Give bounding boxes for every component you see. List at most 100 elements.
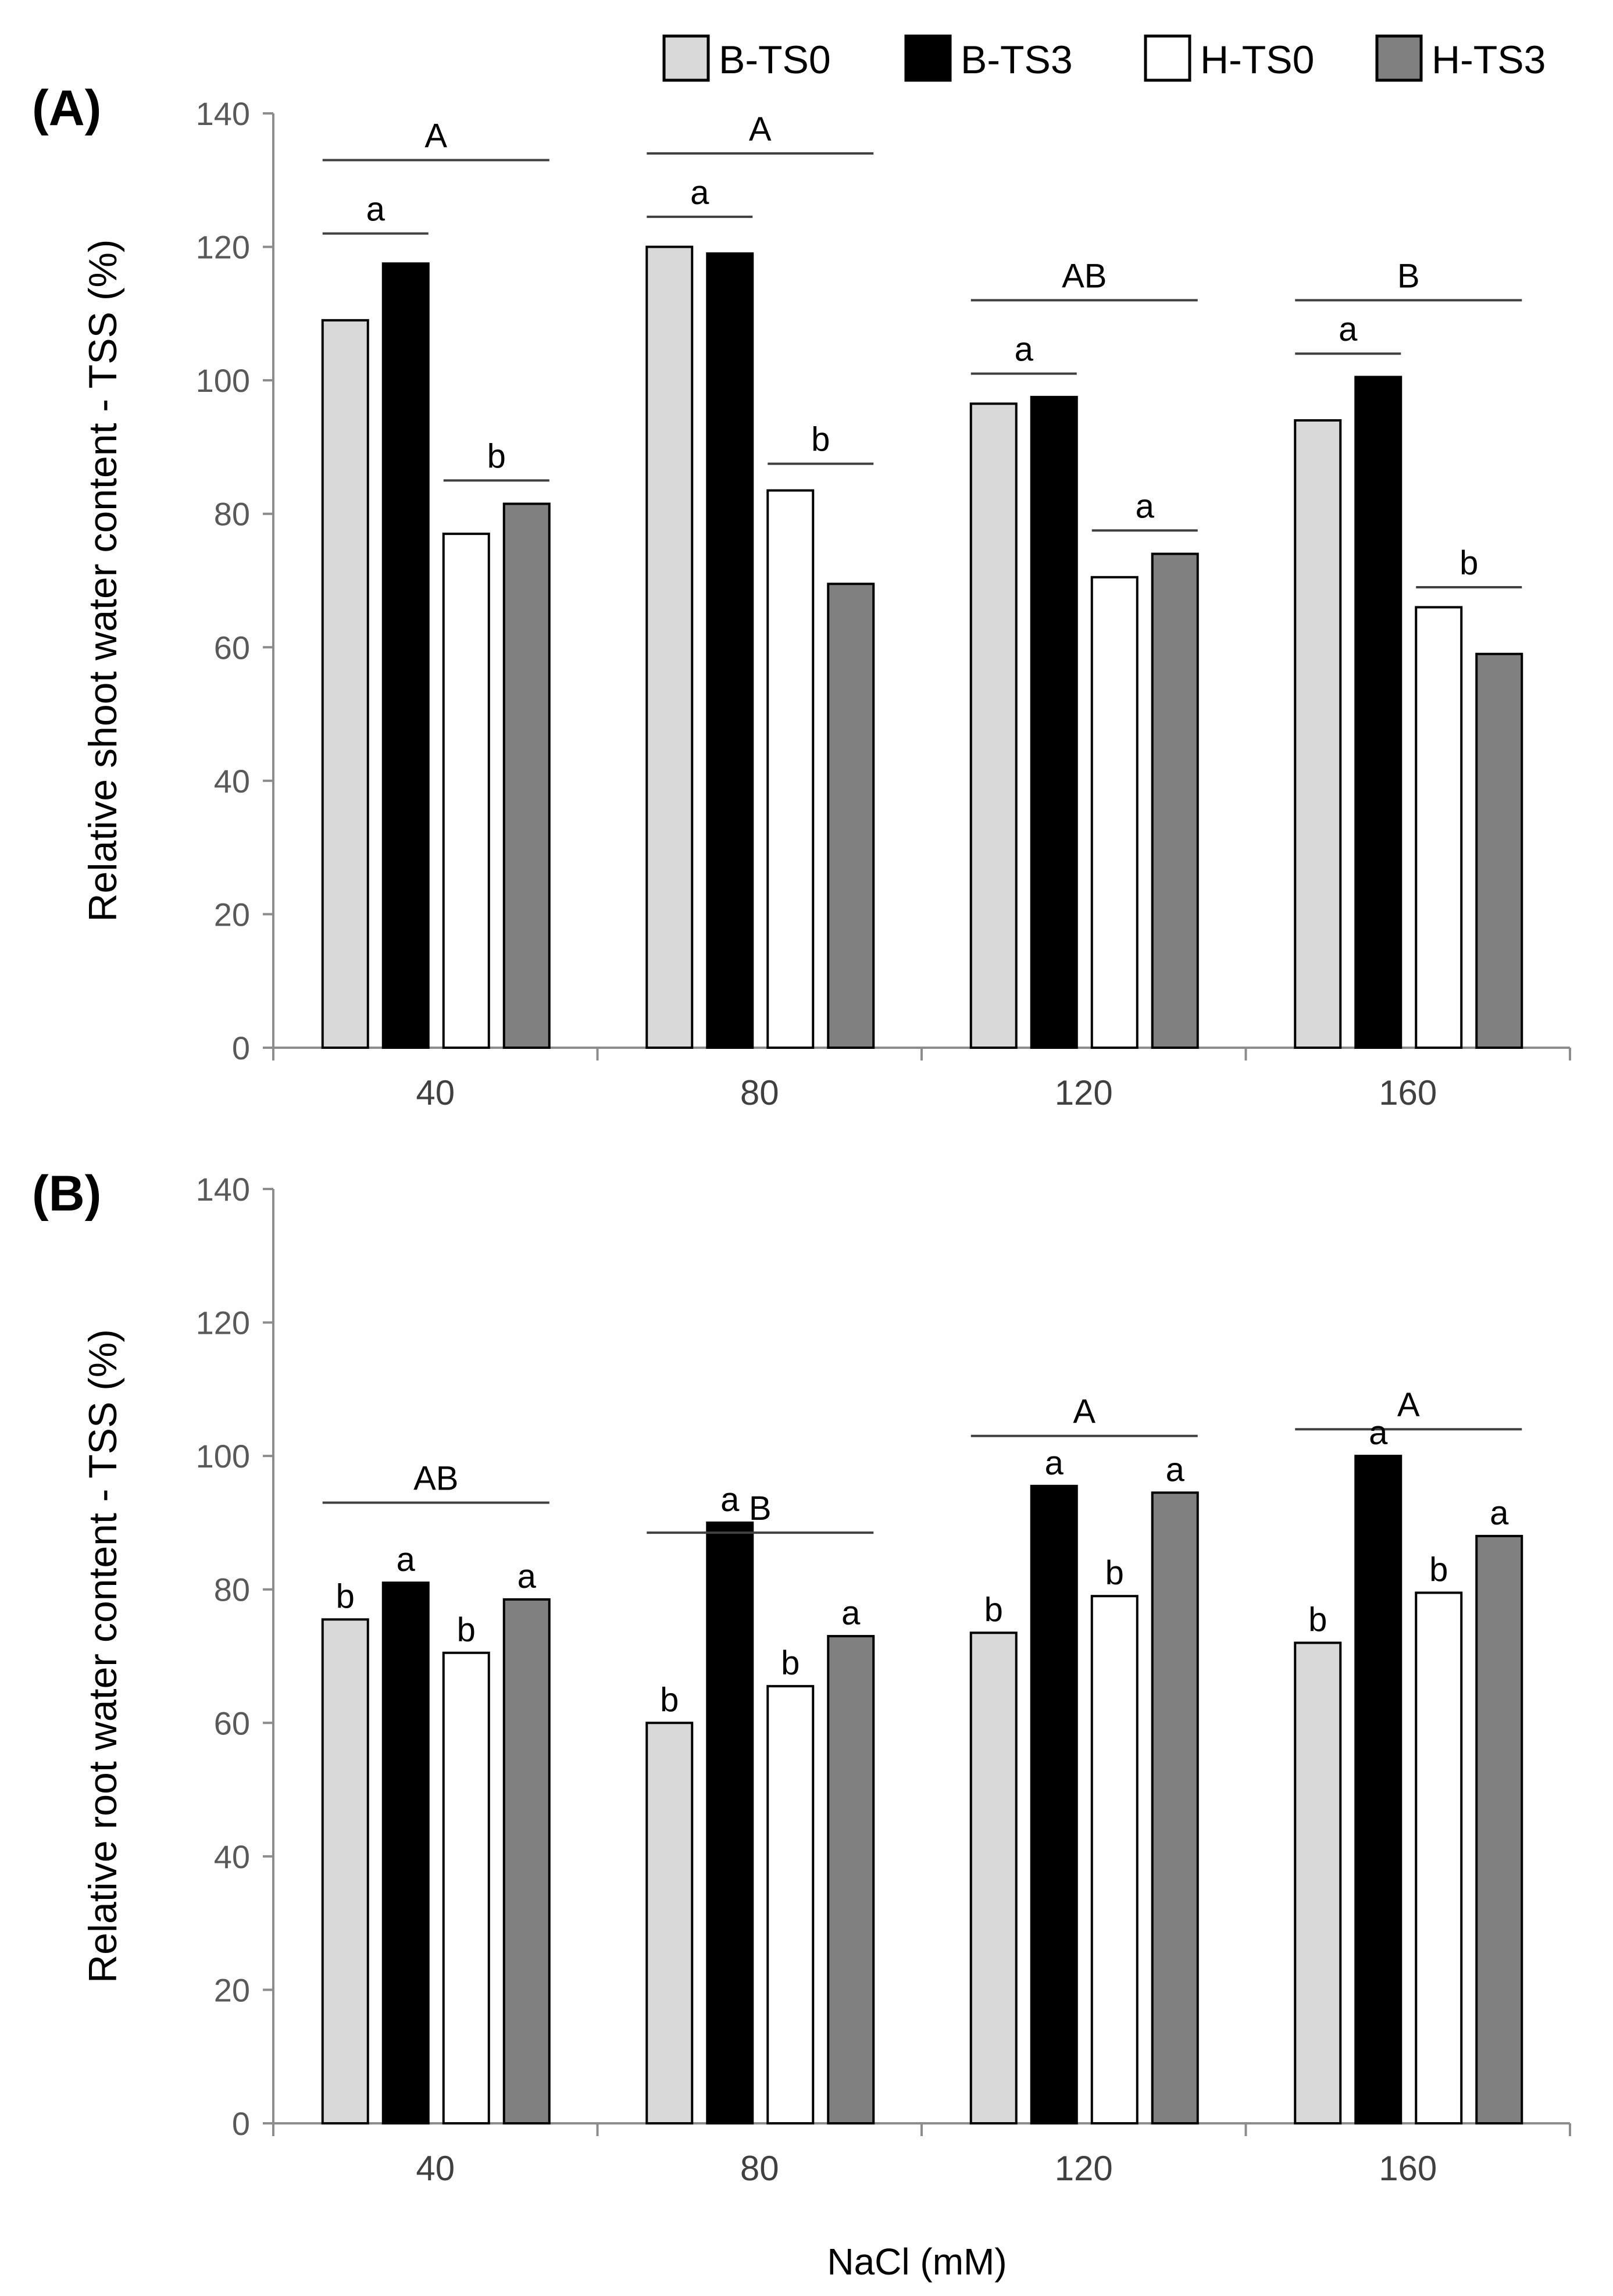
bar-b-h-ts3-160 [1475, 1534, 1523, 2124]
bar-letter-b-b-ts3-40: a [397, 1541, 416, 1579]
bar-b-b-ts0-80 [645, 1722, 694, 2124]
y-tick-label-b-140: 140 [196, 1171, 250, 1208]
y-tick-label-a-100: 100 [196, 362, 250, 399]
bar-b-h-ts3-40 [502, 1598, 551, 2124]
panel-a: (A) 0 20 40 60 80 100 120 140 40 80 120 160 Relative … [32, 80, 1571, 1112]
bar-a-b-ts0-160 [1294, 419, 1342, 1049]
legend-label-h-ts3: H-TS3 [1432, 38, 1546, 82]
bar-letter-b-h-ts0-120: b [1105, 1554, 1124, 1592]
bar-a-h-ts3-160 [1475, 652, 1523, 1049]
bar-letter-b-h-ts3-160: a [1490, 1494, 1509, 1532]
bar-letter-b-b-ts3-160: a [1369, 1414, 1388, 1452]
bar-letter-b-b-ts0-120: b [984, 1591, 1003, 1629]
bar-letter-b-b-ts3-120: a [1045, 1444, 1064, 1482]
bar-a-h-ts3-80 [827, 583, 875, 1049]
pair-letter-a-120-b: a [1015, 331, 1034, 369]
bar-letter-b-h-ts0-80: b [781, 1644, 800, 1682]
panel-b: (B) 0 20 40 60 80 100 120 140 40 80 120 160 Relative … [32, 1166, 1571, 2188]
group-letter-a-40: A [424, 117, 447, 155]
y-tick-label-a-60: 60 [214, 629, 250, 666]
y-tick-label-a-0: 0 [232, 1030, 250, 1066]
bar-letter-b-h-ts0-40: b [457, 1611, 476, 1649]
bar-a-h-ts0-160 [1415, 606, 1463, 1049]
bar-letter-b-h-ts3-120: a [1166, 1451, 1185, 1488]
legend-label-b-ts0: B-TS0 [719, 38, 831, 82]
x-tick-label-b-40: 40 [416, 2149, 455, 2188]
pair-letter-a-80-b: a [690, 174, 709, 212]
bar-a-h-ts0-80 [766, 489, 815, 1049]
x-tick-label-a-80: 80 [740, 1073, 779, 1112]
pair-letter-a-80-h: b [811, 421, 830, 459]
y-tick-label-a-20: 20 [214, 896, 250, 933]
y-tick-label-a-40: 40 [214, 763, 250, 799]
bar-letter-b-b-ts0-80: b [660, 1681, 679, 1719]
pair-letter-a-120-h: a [1136, 487, 1155, 525]
pair-letter-a-40-h: b [487, 437, 506, 475]
group-letter-b-160: A [1397, 1386, 1420, 1424]
bar-a-b-ts0-120 [969, 402, 1018, 1049]
bar-b-h-ts0-160 [1415, 1591, 1463, 2125]
bar-a-b-ts0-80 [645, 245, 694, 1049]
bar-b-b-ts3-80 [706, 1521, 754, 2124]
bar-letter-b-b-ts3-80: a [720, 1481, 740, 1519]
y-tick-label-a-140: 140 [196, 95, 250, 132]
y-axis-label-a: Relative shoot water content - TSS (%) [81, 239, 125, 922]
panel-label-b: (B) [32, 1166, 101, 1222]
x-tick-label-a-160: 160 [1379, 1073, 1437, 1112]
bar-a-b-ts3-80 [706, 252, 754, 1049]
y-tick-label-b-100: 100 [196, 1438, 250, 1474]
bar-a-b-ts3-160 [1354, 376, 1403, 1049]
y-tick-label-a-80: 80 [214, 496, 250, 533]
bar-letter-b-h-ts3-80: a [841, 1594, 861, 1632]
legend-swatch-b-ts0 [662, 34, 710, 82]
group-letter-a-80: A [749, 110, 772, 148]
bar-b-b-ts0-120 [969, 1631, 1018, 2124]
legend: B-TS0 B-TS3 H-TS0 H-TS3 [662, 34, 1546, 82]
bar-letter-b-b-ts0-40: b [336, 1577, 355, 1615]
bar-b-h-ts0-80 [766, 1685, 815, 2124]
x-tick-label-a-120: 120 [1055, 1073, 1113, 1112]
bar-a-h-ts3-40 [502, 502, 551, 1049]
y-tick-label-b-40: 40 [214, 1838, 250, 1875]
x-tick-label-b-80: 80 [740, 2149, 779, 2188]
bar-a-h-ts0-40 [442, 533, 490, 1049]
legend-swatch-h-ts3 [1375, 34, 1423, 82]
group-letter-b-40: AB [413, 1459, 458, 1497]
x-axis-label: NaCl (mM) [827, 2241, 1007, 2283]
group-letter-b-120: A [1073, 1393, 1095, 1431]
bar-b-h-ts0-40 [442, 1651, 490, 2124]
group-letter-b-80: B [749, 1490, 772, 1527]
legend-label-b-ts3: B-TS3 [961, 38, 1073, 82]
bar-b-b-ts3-120 [1030, 1484, 1078, 2124]
group-letter-a-160: B [1397, 257, 1420, 295]
x-tick-label-b-160: 160 [1379, 2149, 1437, 2188]
x-tick-label-b-120: 120 [1055, 2149, 1113, 2188]
bar-b-h-ts3-120 [1151, 1491, 1199, 2124]
panel-label-a: (A) [32, 80, 101, 136]
y-tick-label-b-120: 120 [196, 1305, 250, 1341]
y-tick-label-b-60: 60 [214, 1705, 250, 1741]
legend-label-h-ts0: H-TS0 [1200, 38, 1314, 82]
pair-letter-a-40-b: a [366, 191, 386, 228]
bar-letter-b-h-ts0-160: b [1429, 1551, 1448, 1588]
bar-a-b-ts0-40 [321, 319, 369, 1049]
bar-b-b-ts3-160 [1354, 1455, 1403, 2124]
y-axis-label-b: Relative root water content - TSS (%) [81, 1329, 125, 1983]
bar-b-h-ts0-120 [1090, 1595, 1139, 2124]
y-tick-label-b-0: 0 [232, 2105, 250, 2142]
bar-letter-b-h-ts3-40: a [518, 1558, 537, 1595]
bar-a-h-ts3-120 [1151, 552, 1199, 1049]
bar-a-h-ts0-120 [1090, 576, 1139, 1049]
bar-b-h-ts3-80 [827, 1635, 875, 2124]
y-tick-label-a-120: 120 [196, 229, 250, 266]
legend-swatch-b-ts3 [904, 34, 952, 82]
bar-a-b-ts3-40 [381, 262, 430, 1049]
pair-letter-a-160-h: b [1459, 544, 1478, 582]
legend-swatch-h-ts0 [1144, 34, 1191, 82]
bar-a-b-ts3-120 [1030, 395, 1078, 1049]
pair-letter-a-160-b: a [1339, 310, 1358, 348]
x-tick-label-a-40: 40 [416, 1073, 455, 1112]
group-letter-a-120: AB [1062, 257, 1107, 295]
